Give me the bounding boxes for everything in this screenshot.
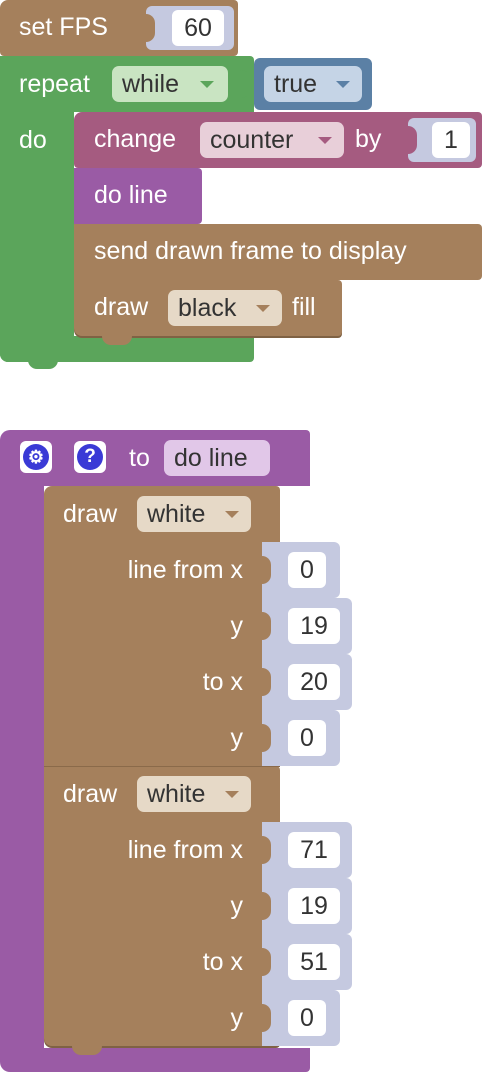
variable-dropdown[interactable]: counter xyxy=(200,122,344,158)
line-color-dropdown[interactable]: white xyxy=(137,776,251,812)
chevron-down-icon xyxy=(225,791,239,798)
line-from-x-label: line from x xyxy=(127,556,243,584)
variable-value: counter xyxy=(210,126,294,154)
to-x-label: to x xyxy=(202,948,243,976)
by-value-input[interactable]: 1 xyxy=(432,122,470,158)
procedure-footer xyxy=(0,1048,310,1072)
boolean-dropdown[interactable]: true xyxy=(264,66,362,102)
gear-icon: ⚙ xyxy=(23,444,49,470)
fill-color-value: black xyxy=(178,294,237,322)
procedure-name-field[interactable]: do line xyxy=(164,440,270,476)
y1-label: y xyxy=(230,612,244,640)
true-block-notch xyxy=(240,70,252,98)
y2-value-input[interactable]: 0 xyxy=(288,720,326,756)
fill-bottom-tab xyxy=(102,336,132,345)
x1-socket-notch xyxy=(262,836,271,864)
change-counter-block[interactable]: change counter by 1 xyxy=(74,112,482,168)
fill-color-dropdown[interactable]: black xyxy=(168,290,282,326)
settings-button[interactable]: ⚙ xyxy=(20,441,52,473)
draw-label: draw xyxy=(94,293,149,321)
fill-label: fill xyxy=(292,293,316,321)
by-label: by xyxy=(355,125,382,153)
line-from-x-label: line from x xyxy=(127,836,243,864)
repeat-label: repeat xyxy=(19,70,90,98)
y2-value-input[interactable]: 0 xyxy=(288,1000,326,1036)
draw-label: draw xyxy=(63,500,118,528)
line-color-value: white xyxy=(147,780,206,808)
chevron-down-icon xyxy=(256,305,270,312)
fps-value-input[interactable]: 60 xyxy=(172,10,224,46)
send-frame-block[interactable]: send drawn frame to display xyxy=(74,224,482,280)
set-fps-label: set FPS xyxy=(19,13,108,41)
x2-value-input[interactable]: 51 xyxy=(288,944,340,980)
repeat-bottom-tab xyxy=(28,360,58,369)
change-label: change xyxy=(94,125,177,153)
x1-value-input[interactable]: 71 xyxy=(288,832,340,868)
draw-line-bottom-tab xyxy=(72,1046,102,1055)
draw-line-block[interactable] xyxy=(44,766,280,1046)
do-label: do xyxy=(19,126,47,154)
y2-socket-notch xyxy=(262,724,271,752)
chevron-down-icon xyxy=(318,137,332,144)
draw-label: draw xyxy=(63,780,118,808)
y2-label: y xyxy=(230,724,244,752)
repeat-mode-dropdown[interactable]: while xyxy=(112,66,228,102)
send-frame-label: send drawn frame to display xyxy=(94,237,407,265)
x2-value-input[interactable]: 20 xyxy=(288,664,340,700)
to-label: to xyxy=(129,444,150,472)
y1-socket-notch xyxy=(262,892,271,920)
fps-socket-notch xyxy=(146,14,155,42)
call-do-line-block[interactable]: do line xyxy=(74,168,202,224)
draw-line-divider xyxy=(44,766,280,767)
to-x-label: to x xyxy=(202,668,243,696)
x2-socket-notch xyxy=(262,948,271,976)
line-color-dropdown[interactable]: white xyxy=(137,496,251,532)
question-icon: ? xyxy=(77,444,103,470)
chevron-down-icon xyxy=(200,81,214,88)
procedure-spine xyxy=(0,484,44,1048)
chevron-down-icon xyxy=(336,81,350,88)
call-do-line-label: do line xyxy=(94,181,168,209)
y2-label: y xyxy=(230,1004,244,1032)
line-color-value: white xyxy=(147,500,206,528)
draw-line-block[interactable] xyxy=(44,486,280,766)
y1-socket-notch xyxy=(262,612,271,640)
repeat-mode-value: while xyxy=(122,70,179,98)
set-fps-block[interactable]: set FPS 60 xyxy=(0,0,238,56)
x1-value-input[interactable]: 0 xyxy=(288,552,326,588)
y2-socket-notch xyxy=(262,1004,271,1032)
boolean-value: true xyxy=(274,70,318,98)
y1-value-input[interactable]: 19 xyxy=(288,608,340,644)
repeat-while-spine xyxy=(0,110,74,362)
x2-socket-notch xyxy=(262,668,271,696)
y1-value-input[interactable]: 19 xyxy=(288,888,340,924)
draw-fill-block[interactable]: draw black fill xyxy=(74,280,342,336)
help-button[interactable]: ? xyxy=(74,441,106,473)
y1-label: y xyxy=(230,892,244,920)
chevron-down-icon xyxy=(225,511,239,518)
x1-socket-notch xyxy=(262,556,271,584)
by-socket-notch xyxy=(408,126,417,154)
